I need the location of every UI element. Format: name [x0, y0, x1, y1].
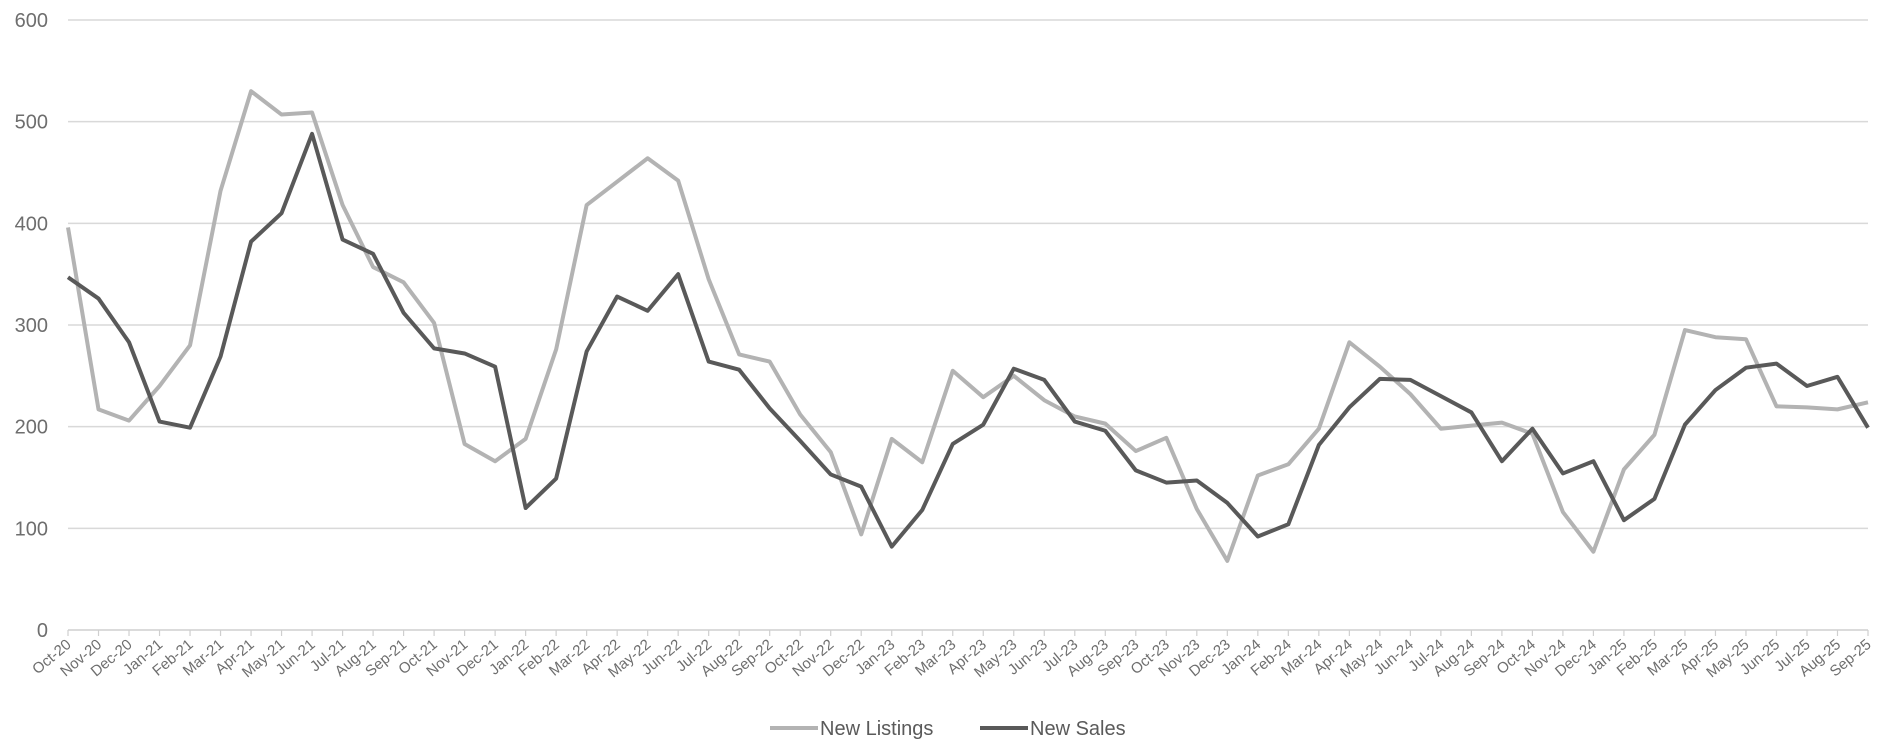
y-tick-label-200: 200	[15, 417, 48, 439]
x-axis-tickmarks	[67, 630, 1869, 636]
x-axis-tick-labels: Oct-20Nov-20Dec-20Jan-21Feb-21Mar-21Apr-…	[29, 636, 1874, 681]
series-line-new-listings	[66, 89, 1869, 563]
y-tick-label-0: 0	[37, 620, 48, 642]
y-tick-label-400: 400	[15, 213, 48, 235]
y-tick-label-600: 600	[15, 10, 48, 32]
y-axis-ticks: 0 100 200 300 400 500 600	[15, 10, 48, 642]
gridlines	[68, 19, 1868, 530]
y-tick-label-300: 300	[15, 315, 48, 337]
x-axis	[67, 629, 1869, 636]
y-tick-label-100: 100	[15, 518, 48, 540]
legend-label-new-listings: New Listings	[820, 718, 933, 740]
series-line-new-sales	[66, 131, 1870, 549]
y-tick-label-500: 500	[15, 112, 48, 134]
series-layer	[66, 89, 1870, 563]
legend: New Listings New Sales	[770, 718, 1126, 740]
legend-label-new-sales: New Sales	[1030, 718, 1126, 740]
